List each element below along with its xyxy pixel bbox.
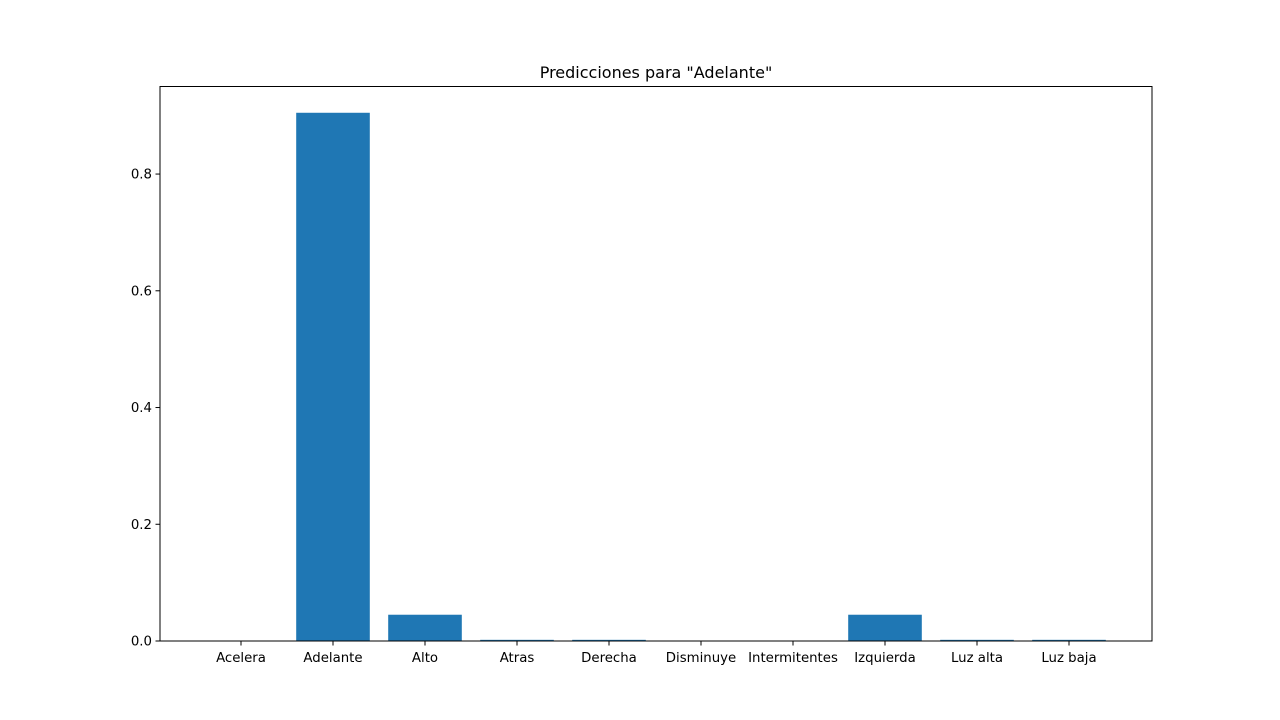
bar-adelante	[296, 112, 370, 641]
x-tick-label: Luz alta	[951, 651, 1003, 666]
y-axis-ticks: 0.0 0.2 0.4 0.6 0.8	[131, 168, 160, 650]
bar-luz-alta	[940, 639, 1014, 641]
x-tick-label: Alto	[412, 651, 438, 666]
x-tick-label: Luz baja	[1041, 651, 1096, 666]
x-tick-label: Disminuye	[666, 651, 736, 666]
x-tick-label: Atras	[500, 651, 535, 666]
x-axis-ticks: Acelera Adelante Alto Atras Derecha Disminuye…	[216, 641, 1097, 666]
y-tick-label: 0.8	[131, 168, 152, 183]
x-tick-label: Acelera	[216, 651, 266, 666]
bar-alto	[388, 614, 462, 641]
bar-derecha	[572, 639, 646, 641]
bar-izquierda	[848, 614, 922, 641]
y-tick-label: 0.4	[131, 401, 152, 416]
x-tick-label: Adelante	[303, 651, 362, 666]
bar-luz-baja	[1032, 639, 1106, 641]
plot-frame	[159, 86, 1153, 642]
x-tick-label: Intermitentes	[748, 651, 838, 666]
y-tick-label: 0.6	[131, 284, 152, 299]
y-tick-label: 0.0	[131, 635, 152, 650]
bars-group	[296, 112, 1106, 641]
x-tick-label: Izquierda	[854, 651, 915, 666]
y-tick-label: 0.2	[131, 518, 152, 533]
x-tick-label: Derecha	[581, 651, 637, 666]
chart-title: Predicciones para "Adelante"	[540, 63, 773, 82]
bar-atras	[480, 639, 554, 641]
